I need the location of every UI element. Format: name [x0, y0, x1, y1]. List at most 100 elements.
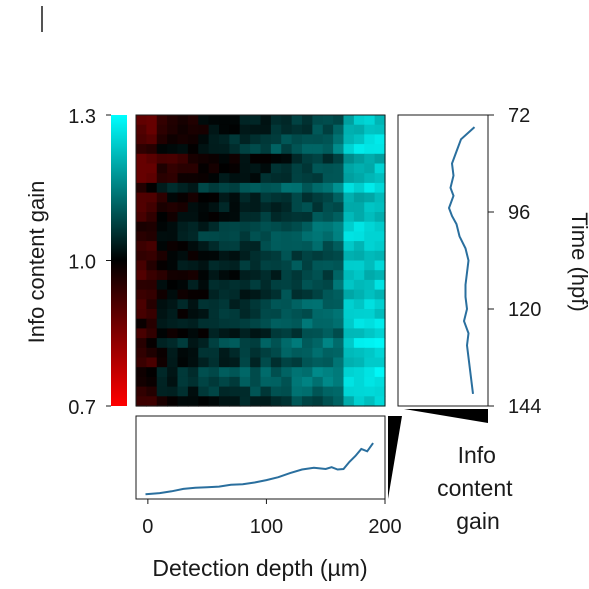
heatmap-cell — [239, 173, 251, 184]
heatmap-cell — [281, 173, 293, 184]
heatmap-cell — [146, 250, 158, 262]
heatmap-cell — [198, 241, 210, 252]
heatmap-cell — [187, 376, 199, 388]
heatmap-cell — [312, 173, 324, 184]
heatmap-cell — [333, 386, 345, 397]
heatmap-cell — [219, 270, 230, 281]
heatmap-cell — [156, 260, 168, 271]
heatmap-cell — [281, 124, 293, 135]
heatmap-cell — [239, 270, 251, 281]
heatmap-cell — [322, 231, 334, 242]
heatmap-cell — [374, 202, 386, 213]
heatmap-cell — [270, 299, 282, 310]
heatmap-cell — [239, 250, 251, 262]
heatmap-cell — [187, 212, 199, 223]
heatmap-cell — [208, 396, 220, 407]
heatmap-cell — [177, 376, 189, 388]
heatmap-cell — [364, 309, 376, 320]
heatmap-cell — [250, 173, 262, 184]
heatmap-cell — [177, 144, 189, 155]
heatmap-cell — [219, 144, 230, 155]
heatmap-cell — [198, 182, 210, 194]
heatmap-cell — [187, 241, 199, 252]
heatmap-cell — [312, 124, 324, 135]
heatmap-cell — [208, 347, 220, 359]
heatmap-cell — [312, 309, 324, 320]
heatmap-cell — [177, 134, 189, 145]
heatmap-cell — [177, 221, 189, 232]
heatmap-cell — [146, 134, 158, 145]
heatmap-cell — [146, 260, 158, 271]
heatmap-cell — [208, 328, 220, 339]
heatmap-cell — [229, 134, 241, 145]
heatmap-cell — [260, 270, 272, 281]
heatmap-cell — [322, 328, 334, 339]
heatmap-cell — [219, 202, 230, 213]
heatmap-cell — [260, 163, 272, 174]
heatmap-cell — [239, 144, 251, 155]
heatmap-cell — [250, 376, 262, 388]
heatmap-cell — [302, 309, 313, 320]
heatmap-cell — [177, 299, 189, 310]
heatmap-cell — [208, 318, 220, 329]
heatmap-cell — [281, 202, 293, 213]
heatmap-cell — [187, 270, 199, 281]
heatmap-cell — [198, 163, 210, 174]
depth-series-line — [145, 442, 374, 496]
heatmap-cell — [187, 124, 199, 135]
heatmap-cell — [219, 241, 230, 252]
heatmap-cell — [270, 192, 282, 203]
heatmap-cell — [343, 192, 355, 203]
heatmap-cell — [260, 241, 272, 252]
heatmap-cell — [353, 163, 365, 174]
heatmap-cell — [353, 318, 365, 329]
heatmap-cell — [177, 357, 189, 368]
heatmap-cell — [229, 192, 241, 203]
heatmap-cell — [343, 231, 355, 242]
heatmap-cell — [167, 212, 179, 223]
heatmap-cell — [177, 212, 189, 223]
heatmap-cell — [364, 241, 376, 252]
heatmap-cell — [167, 396, 179, 407]
heatmap-cell — [353, 347, 365, 359]
heatmap-cell — [322, 386, 334, 397]
heatmap — [136, 115, 386, 407]
heatmap-cell — [281, 386, 293, 397]
heatmap-cell — [364, 260, 376, 271]
heatmap-cell — [312, 202, 324, 213]
heatmap-cell — [302, 367, 313, 378]
heatmap-cell — [187, 386, 199, 397]
heatmap-cell — [260, 299, 272, 310]
heatmap-cell — [219, 212, 230, 223]
heatmap-cell — [260, 182, 272, 194]
heatmap-cell — [312, 386, 324, 397]
heatmap-cell — [312, 289, 324, 300]
heatmap-cell — [270, 241, 282, 252]
heatmap-cell — [187, 202, 199, 213]
heatmap-cell — [281, 376, 293, 388]
heatmap-cell — [270, 347, 282, 359]
time-tick-label: 96 — [508, 202, 530, 224]
heatmap-cell — [333, 376, 345, 388]
heatmap-cell — [364, 318, 376, 329]
heatmap-cell — [343, 338, 355, 349]
heatmap-cell — [239, 192, 251, 203]
heatmap-cell — [343, 270, 355, 281]
heatmap-cell — [136, 260, 147, 271]
heatmap-cell — [281, 347, 293, 359]
gain-wedge-vertical — [388, 416, 402, 499]
heatmap-cell — [167, 241, 179, 252]
heatmap-cell — [136, 318, 147, 329]
heatmap-cell — [291, 163, 303, 174]
heatmap-cell — [250, 347, 262, 359]
heatmap-cell — [333, 357, 345, 368]
heatmap-cell — [302, 163, 313, 174]
heatmap-cell — [167, 192, 179, 203]
heatmap-cell — [187, 221, 199, 232]
heatmap-cell — [219, 376, 230, 388]
heatmap-cell — [136, 163, 147, 174]
heatmap-cell — [156, 279, 168, 291]
heatmap-cell — [291, 115, 303, 126]
heatmap-cell — [374, 376, 386, 388]
heatmap-cell — [156, 231, 168, 242]
